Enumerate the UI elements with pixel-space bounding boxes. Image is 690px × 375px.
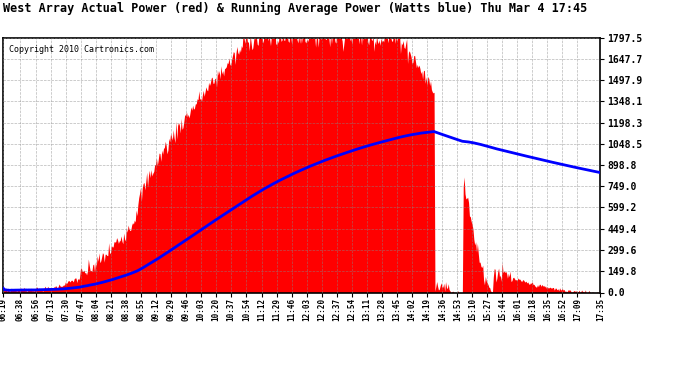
Text: Copyright 2010 Cartronics.com: Copyright 2010 Cartronics.com	[10, 45, 155, 54]
Text: West Array Actual Power (red) & Running Average Power (Watts blue) Thu Mar 4 17:: West Array Actual Power (red) & Running …	[3, 2, 588, 15]
